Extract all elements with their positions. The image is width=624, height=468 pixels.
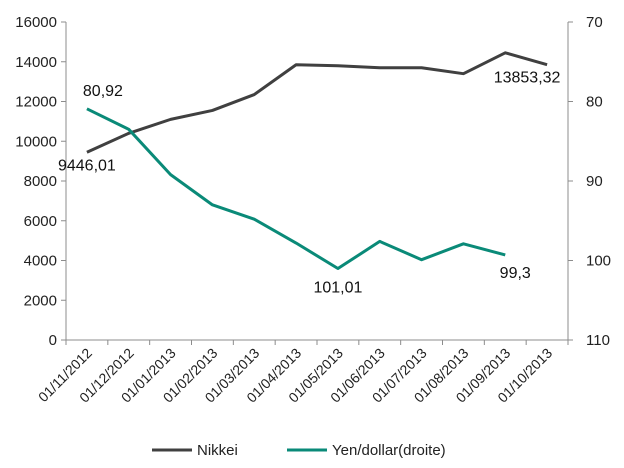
right-tick-label: 110 [586,332,610,349]
x-axis-ticks: 01/11/201201/12/201201/01/201301/02/2013… [35,340,569,406]
left-tick-label: 10000 [15,133,57,150]
series-line-yen-dollar [86,107,506,271]
left-tick-label: 8000 [24,173,57,190]
left-tick-label: 4000 [24,253,57,270]
left-tick-label: 6000 [24,213,57,230]
legend-label-yen-dollar: Yen/dollar(droite) [332,442,446,459]
right-tick-label: 70 [586,14,603,31]
right-axis-ticks: 70 80 90 100 110 [568,14,611,349]
series-line-nikkei [86,51,548,154]
chart-legend: Nikkei Yen/dollar(droite) [152,442,446,459]
legend-label-nikkei: Nikkei [197,442,238,459]
left-tick-label: 14000 [15,54,57,71]
left-axis-ticks: 0 2000 4000 6000 8000 10000 12000 14000 16000 [15,14,66,349]
right-tick-label: 90 [586,173,603,190]
left-tick-label: 2000 [24,292,57,309]
data-label: 80,92 [83,83,123,100]
data-labels: 9446,01 13853,32 80,92 101,01 99,3 [58,70,561,297]
left-tick-label: 12000 [15,94,57,111]
data-label: 9446,01 [58,157,116,174]
right-tick-label: 100 [586,253,611,270]
data-label: 101,01 [313,280,362,297]
data-label: 99,3 [500,265,531,282]
left-tick-label: 16000 [15,14,57,31]
data-label: 13853,32 [494,70,561,87]
left-tick-label: 0 [49,332,57,349]
right-tick-label: 80 [586,94,603,111]
chart-series [86,51,548,271]
